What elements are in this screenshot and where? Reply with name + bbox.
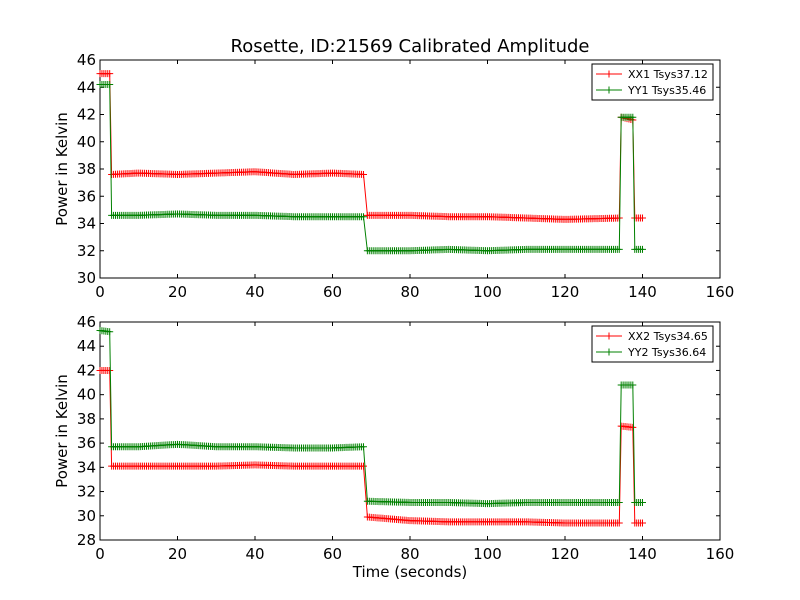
legend-box [591, 325, 714, 363]
data-point [615, 245, 623, 253]
x-tick-label: 60 [323, 283, 342, 301]
x-tick-label: 0 [95, 283, 105, 301]
y-tick-label: 32 [77, 242, 96, 260]
x-tick-label: 20 [168, 283, 187, 301]
data-point [360, 170, 367, 178]
x-tick-label: 80 [400, 283, 419, 301]
series-1 [96, 366, 646, 527]
legend-marker [605, 332, 613, 340]
x-axis-label: Time (seconds) [352, 563, 468, 581]
data-point [360, 462, 367, 470]
y-tick-label: 32 [77, 483, 96, 501]
series-2 [96, 326, 646, 508]
data-point [615, 498, 623, 506]
data-point [360, 213, 367, 221]
data-point [639, 519, 646, 527]
x-tick-label: 120 [551, 545, 580, 563]
y-tick-label: 38 [77, 160, 96, 178]
y-tick-label: 46 [77, 313, 96, 331]
y-tick-label: 44 [77, 78, 96, 96]
y-tick-label: 46 [77, 51, 96, 69]
x-tick-label: 160 [706, 545, 735, 563]
y-tick-label: 44 [77, 337, 96, 355]
y-tick-label: 28 [77, 531, 96, 549]
data-point [106, 328, 114, 336]
data-point [639, 214, 646, 222]
data-point [629, 423, 637, 431]
legend-label: YY2 Tsys36.64 [627, 346, 706, 359]
x-tick-label: 120 [551, 283, 580, 301]
legend-label: XX1 Tsys37.12 [628, 68, 708, 81]
legend-label: XX2 Tsys34.65 [628, 330, 708, 343]
data-point [639, 245, 646, 253]
y-axis-label: Power in Kelvin [53, 112, 71, 226]
y-tick-label: 42 [77, 361, 96, 379]
data-point [360, 443, 367, 451]
y-tick-label: 42 [77, 106, 96, 124]
x-tick-label: 40 [245, 283, 264, 301]
y-tick-label: 30 [77, 269, 96, 287]
x-tick-label: 140 [628, 283, 657, 301]
legend: XX1 Tsys37.12 YY1 Tsys35.46 [591, 63, 714, 101]
legend-marker [605, 348, 613, 356]
x-tick-label: 20 [168, 545, 187, 563]
x-tick-label: 0 [95, 545, 105, 563]
chart-title: Rosette, ID:21569 Calibrated Amplitude [231, 36, 590, 57]
y-tick-label: 40 [77, 386, 96, 404]
series-2 [96, 81, 646, 255]
series-1 [96, 70, 646, 223]
x-tick-label: 100 [473, 283, 502, 301]
legend-box [591, 63, 714, 101]
data-point [639, 498, 646, 506]
y-tick-label: 34 [77, 458, 96, 476]
top-plot: 0 20 40 60 80 100 120 140 160 30 32 34 36 38 40 42 44 46 P… [53, 51, 734, 301]
y-tick-label: 30 [77, 507, 96, 525]
x-tick-label: 80 [400, 545, 419, 563]
x-tick-label: 40 [245, 545, 264, 563]
x-tick-label: 140 [628, 545, 657, 563]
x-tick-label: 100 [473, 545, 502, 563]
y-axis-label: Power in Kelvin [53, 374, 71, 488]
y-tick-label: 38 [77, 410, 96, 428]
y-tick-label: 40 [77, 133, 96, 151]
data-point [615, 519, 623, 527]
legend-marker [605, 86, 613, 94]
bottom-plot: 0 20 40 60 80 100 120 140 160 28 30 32 34 36 38 40 42 44 4… [53, 313, 734, 563]
x-tick-label: 160 [706, 283, 735, 301]
y-tick-label: 36 [77, 187, 96, 205]
data-point [629, 381, 637, 389]
legend-marker [605, 70, 613, 78]
data-point [106, 81, 114, 89]
data-point [629, 113, 637, 121]
data-point [106, 70, 114, 78]
y-tick-label: 36 [77, 434, 96, 452]
y-tick-label: 34 [77, 215, 96, 233]
data-point [106, 366, 114, 374]
legend: XX2 Tsys34.65 YY2 Tsys36.64 [591, 325, 714, 363]
legend-label: YY1 Tsys35.46 [627, 84, 706, 97]
x-tick-label: 60 [323, 545, 342, 563]
